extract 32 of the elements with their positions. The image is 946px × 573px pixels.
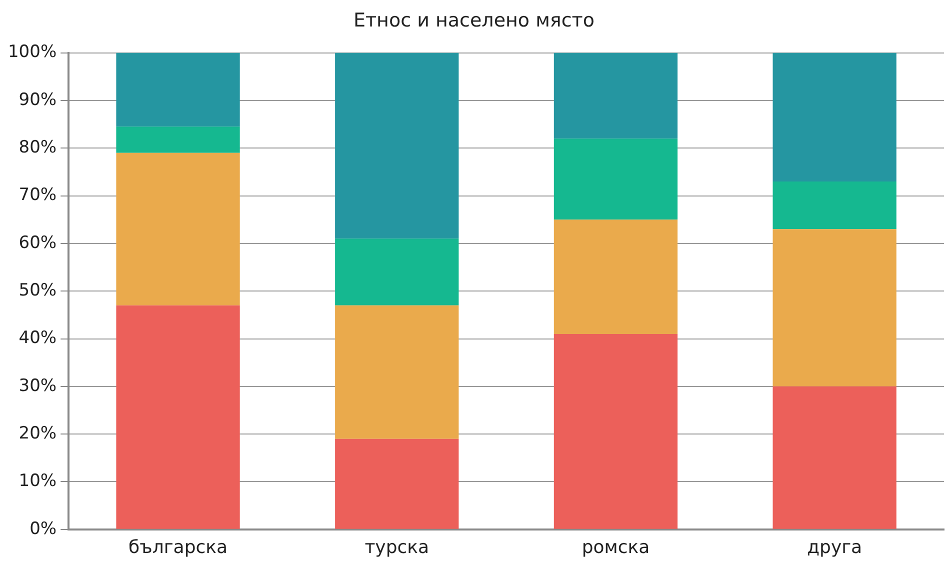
chart-title: Етнос и населено място [353,9,595,32]
y-tick-label: 90% [18,90,57,110]
bar [772,52,896,182]
bar [772,181,896,230]
bar [116,126,240,153]
y-tick-label: 60% [18,232,57,253]
y-tick-label: 40% [18,328,57,348]
bar [335,305,459,439]
x-tick-label: турска [364,536,430,558]
bar [116,152,240,306]
bar [554,52,678,139]
bar [772,229,896,386]
bar [335,438,459,529]
bar [116,305,240,529]
y-tick-label: 100% [8,42,57,62]
y-tick-label: 10% [18,471,57,492]
bar [554,220,678,334]
x-tick-label: друга [807,536,862,558]
y-tick-label: 70% [18,185,57,206]
y-tick-label: 20% [18,424,57,444]
bar [554,138,678,220]
bar [772,386,896,529]
bar [116,52,240,127]
x-tick-label: българска [128,536,228,558]
bar [335,52,459,239]
y-tick-label: 30% [18,376,57,396]
x-tick-label: ромска [582,536,650,558]
y-tick-label: 0% [30,518,57,539]
y-tick-label: 80% [18,138,57,158]
bar [335,238,459,306]
y-tick-label: 50% [18,280,57,301]
bar [554,334,678,529]
